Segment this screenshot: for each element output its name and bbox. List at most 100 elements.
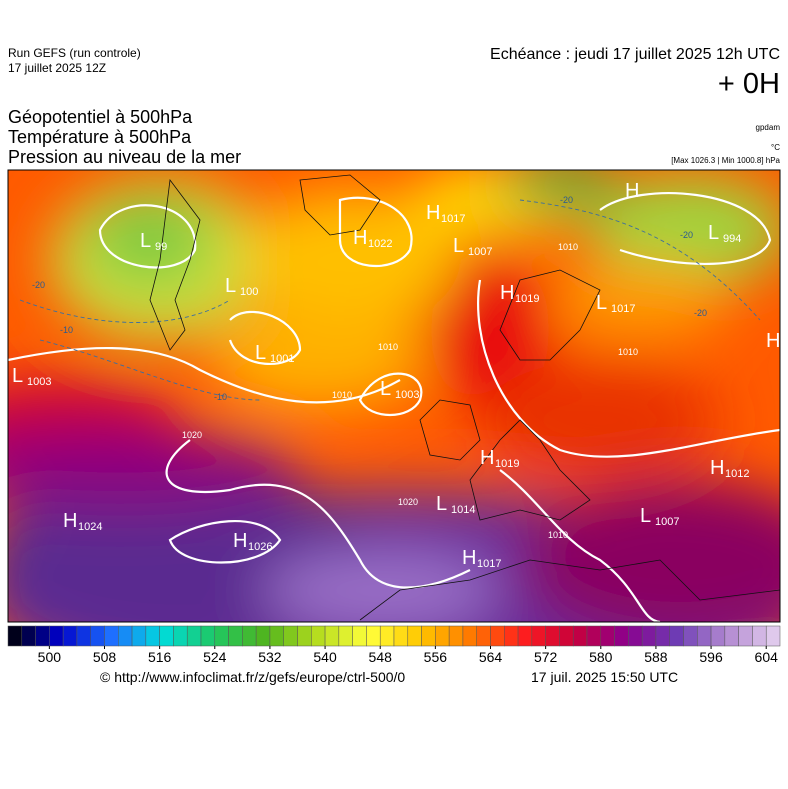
colorbar-cell [352,625,367,647]
colorbar-tick-label: 604 [755,649,779,665]
center-kind: L [140,230,151,252]
colorbar-cell [76,625,91,647]
colorbar-cell [407,625,422,647]
colorbar-tick-label: 524 [203,649,227,665]
temperature-label: -20 [560,195,573,205]
colorbar-cell [669,625,684,647]
center-value: 1003 [395,389,419,401]
colorbar-cell [269,625,284,647]
colorbar-tick-label: 516 [148,649,172,665]
unit: gpdam [755,123,780,132]
colorbar-cell [655,625,670,647]
colorbar-cell [600,625,615,647]
colorbar-cell [393,625,409,647]
colorbar-cell [738,625,753,647]
timestamp: 17 juil. 2025 15:50 UTC [531,669,679,685]
colorbar-cell [448,625,464,647]
colorbar-cell [572,625,588,647]
center-kind: H [480,447,494,469]
colorbar-cell [62,625,78,647]
colorbar-cell [614,625,629,647]
colorbar-cell [145,625,160,647]
colorbar-cell [765,625,781,647]
colorbar-cell [490,625,505,647]
colorbar-tick-label: 564 [479,649,503,665]
center-kind: H [500,282,514,304]
colorbar-tick-label: 572 [534,649,558,665]
colorbar-cell [200,625,216,647]
colorbar-cell [104,625,119,647]
center-value: 1019 [495,458,519,470]
center-value: 994 [723,233,741,245]
colorbar-cell [379,625,395,647]
colorbar-cell [214,625,229,647]
map-frame [7,169,781,623]
colorbar-cell [255,625,271,647]
run-name: Run GEFS (run controle) [8,46,141,60]
center-kind: L [596,292,607,314]
temperature-label: -20 [694,308,707,318]
colorbar-cell [338,625,353,647]
title: Géopotentiel à 500hPa [8,107,193,127]
isobar-label: 1010 [378,342,398,352]
colorbar-tick-label: 588 [644,649,668,665]
unit: [Max 1026.3 | Min 1000.8] hPa [671,156,780,165]
temperature-label: -10 [60,325,73,335]
colorbar-cell [462,625,477,647]
center-kind: L [255,342,266,364]
colorbar-cell [90,625,105,647]
temperature-label: -10 [214,392,227,402]
colorbar-cell [435,625,450,647]
colorbar-cell [118,625,133,647]
colorbar-cell [283,625,298,647]
center-value: 1007 [655,516,679,528]
colorbar-cell [710,625,726,647]
isobar-label: 1010 [332,390,352,400]
colorbar-cell [517,625,533,647]
colorbar-cell [311,625,326,647]
colorbar-tick-label: 556 [424,649,448,665]
center-kind: L [640,505,651,527]
colorbar-cell [628,625,643,647]
colorbar-tick-label: 500 [38,649,62,665]
center-kind: H [233,530,247,552]
center-kind: H [462,547,476,569]
lead-time: + 0H [717,68,780,100]
colorbar-cell [7,625,23,647]
colorbar-cell [242,625,257,647]
colorbar-cell [476,625,491,647]
center-kind: H [426,202,440,224]
colorbar-cell [641,625,657,647]
center-kind: L [436,493,447,515]
run-date: 17 juillet 2025 12Z [8,61,107,75]
center-kind: H [625,180,639,202]
colorbar-tick-label: 548 [369,649,393,665]
center-kind: L [453,235,464,257]
colorbar-cell [752,625,767,647]
isobar-label: 1020 [398,497,418,507]
source-url: © http://www.infoclimat.fr/z/gefs/europe… [100,669,406,685]
center-kind: H [353,227,367,249]
colorbar-cell [531,625,546,647]
colorbar-tick-label: 580 [589,649,613,665]
center-value: 99 [155,241,167,253]
colorbar-cell [697,625,712,647]
colorbar-cell [35,625,50,647]
isobar-label: 1010 [558,242,578,252]
colorbar-cell [228,625,243,647]
colorbar-cell [586,625,602,647]
colorbar-cell [173,625,188,647]
colorbar-cell [324,625,340,647]
colorbar-cell [366,625,381,647]
unit: °C [771,143,780,152]
colorbar-tick-label: 596 [699,649,723,665]
center-kind: H [710,457,724,479]
center-value: 100 [240,286,258,298]
colorbar-cell [159,625,174,647]
title: Pression au niveau de la mer [8,147,242,167]
center-kind: H [63,510,77,532]
center-value: 1019 [515,293,539,305]
colorbar-cell [683,625,698,647]
